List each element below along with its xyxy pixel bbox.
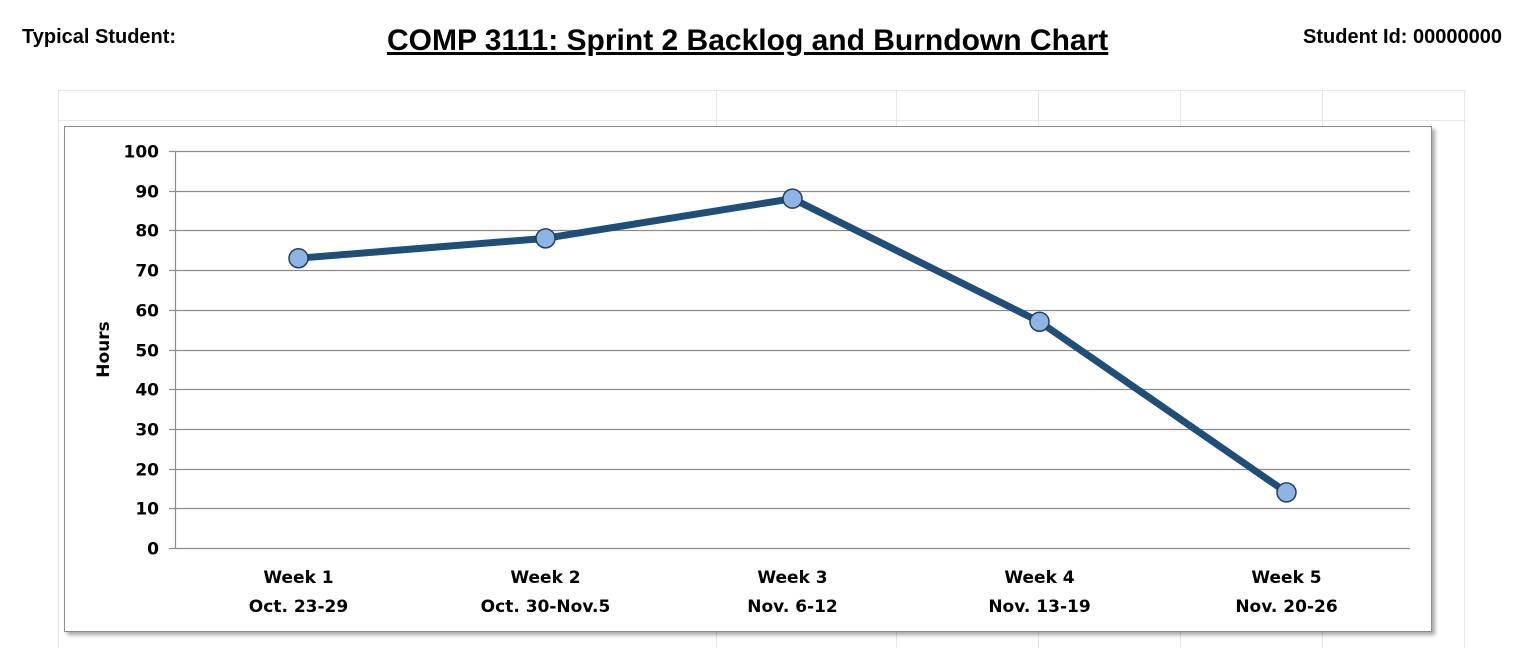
y-tick-label: 60 <box>135 302 159 322</box>
student-name-label: Typical Student: <box>22 26 177 48</box>
data-point-marker <box>1276 482 1297 503</box>
student-id-label: Student Id: 00000000 <box>1303 26 1502 48</box>
data-point-marker <box>535 228 556 249</box>
y-tick-label: 70 <box>135 262 159 282</box>
data-point-marker <box>1029 311 1050 332</box>
y-tick-label: 100 <box>124 143 160 163</box>
x-tick-label-week: Week 1 <box>263 568 333 588</box>
page-title: COMP 3111: Sprint 2 Backlog and Burndown… <box>387 24 1109 57</box>
y-axis-label: Hours <box>94 321 114 378</box>
y-tick-label: 50 <box>135 342 159 362</box>
y-tick-label: 10 <box>135 500 159 520</box>
x-tick-label-dates: Nov. 6-12 <box>747 597 838 617</box>
x-tick-label-dates: Nov. 13-19 <box>988 597 1090 617</box>
spreadsheet-gridlines <box>58 90 1466 648</box>
y-tick-label: 30 <box>135 421 159 441</box>
gridlines <box>169 150 1410 550</box>
chart-area: 0 10 20 30 40 50 60 70 80 90 100 Week 1 Oct. 23-29 W… <box>64 126 1432 632</box>
y-tick-labels: 0 10 20 30 40 50 60 70 80 90 100 <box>124 143 160 560</box>
x-tick-label-week: Week 2 <box>510 568 580 588</box>
y-tick-label: 0 <box>147 540 159 560</box>
data-point-marker <box>288 247 309 269</box>
x-tick-label-dates: Nov. 20-26 <box>1235 597 1337 617</box>
x-tick-label-dates: Oct. 23-29 <box>249 597 348 617</box>
y-tick-label: 90 <box>135 183 159 203</box>
x-tick-label-week: Week 3 <box>757 568 827 588</box>
x-tick-label-dates: Oct. 30-Nov.5 <box>481 597 611 617</box>
y-tick-label: 80 <box>135 222 159 242</box>
x-tick-labels: Week 1 Oct. 23-29 Week 2 Oct. 30-Nov.5 Week … <box>249 568 1338 617</box>
series-line <box>295 195 1290 496</box>
data-markers <box>288 188 1297 503</box>
y-tick-label: 20 <box>135 461 159 481</box>
x-tick-label-week: Week 4 <box>1004 568 1074 588</box>
y-tick-label: 40 <box>135 381 159 401</box>
series-line-path <box>295 195 1290 496</box>
x-tick-label-week: Week 5 <box>1251 568 1321 588</box>
data-point-marker <box>782 188 803 209</box>
